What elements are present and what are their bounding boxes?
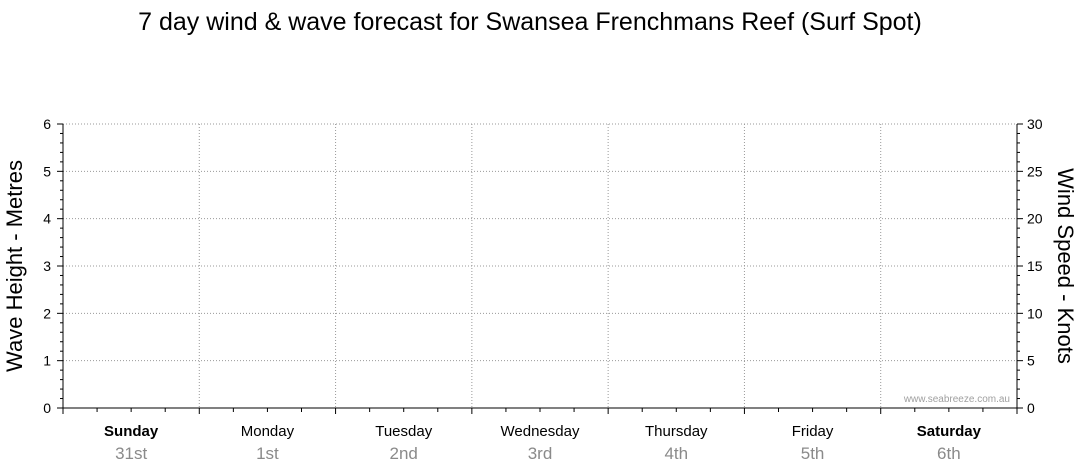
right-tick-label: 15 (1027, 258, 1043, 274)
grid (63, 123, 1017, 408)
right-tick-label: 20 (1027, 211, 1043, 227)
day-name-label: Wednesday (501, 423, 580, 440)
watermark-text: www.seabreeze.com.au (903, 394, 1010, 405)
day-name-label: Thursday (645, 423, 708, 440)
axes (57, 123, 1023, 414)
day-name-label: Saturday (917, 423, 982, 440)
day-name-label: Friday (792, 423, 834, 440)
x-axis-day-labels: Sunday 31st Monday 1st Tuesday 2nd Wednesday 3r… (104, 423, 982, 463)
day-date-label: 2nd (390, 444, 418, 463)
right-tick-label: 5 (1027, 353, 1035, 369)
left-y-axis: 0 1 2 3 4 5 6 (43, 116, 51, 416)
right-axis-title: Wind Speed - Knots (1053, 168, 1078, 364)
left-tick-label: 5 (43, 163, 51, 179)
right-tick-label: 0 (1027, 400, 1035, 416)
day-date-label: 6th (937, 444, 961, 463)
day-date-label: 3rd (528, 444, 553, 463)
left-tick-label: 3 (43, 258, 51, 274)
left-tick-label: 2 (43, 305, 51, 321)
left-tick-label: 4 (43, 211, 51, 227)
day-name-label: Monday (241, 423, 295, 440)
day-name-label: Sunday (104, 423, 159, 440)
day-name-label: Tuesday (375, 423, 432, 440)
left-axis-title: Wave Height - Metres (2, 160, 27, 372)
right-tick-label: 25 (1027, 163, 1043, 179)
left-tick-label: 0 (43, 400, 51, 416)
left-tick-label: 6 (43, 116, 51, 132)
day-date-label: 4th (664, 444, 688, 463)
left-tick-label: 1 (43, 353, 51, 369)
right-tick-label: 30 (1027, 116, 1043, 132)
right-y-axis: 0 5 10 15 20 25 30 (1027, 116, 1043, 416)
chart-title: 7 day wind & wave forecast for Swansea F… (138, 8, 922, 36)
day-date-label: 1st (256, 444, 279, 463)
right-tick-label: 10 (1027, 305, 1043, 321)
day-date-label: 31st (115, 444, 147, 463)
day-date-label: 5th (801, 444, 825, 463)
